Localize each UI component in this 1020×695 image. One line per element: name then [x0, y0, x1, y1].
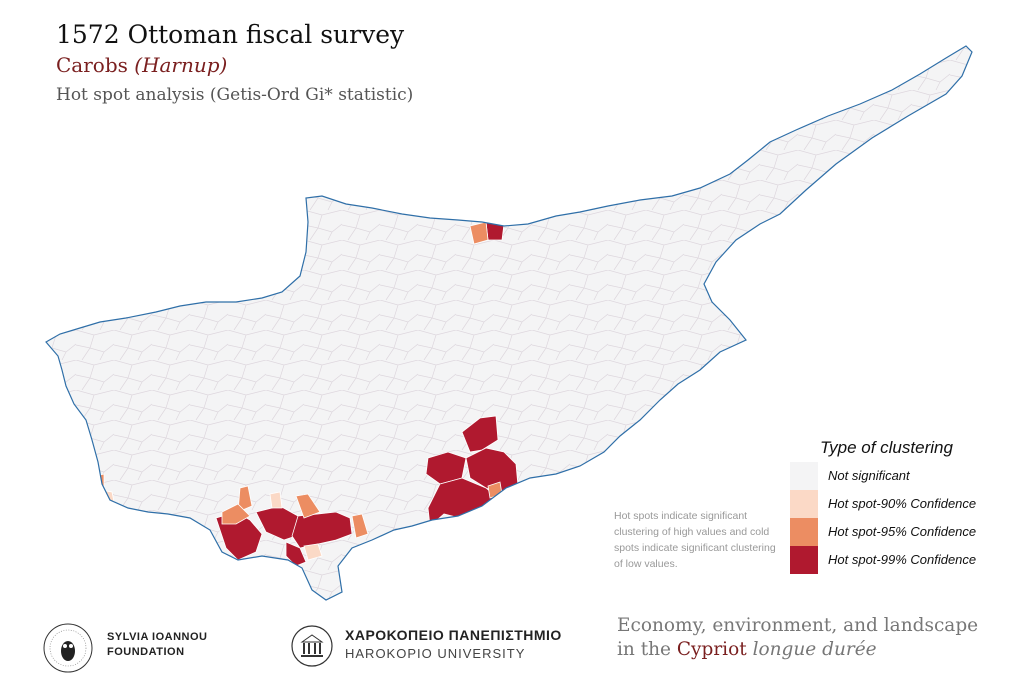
map-subtitle: Carobs (Harnup) [56, 53, 227, 77]
hotspot-95-sw-b [221, 503, 251, 525]
analysis-method: Hot spot analysis (Getis-Ord Gi* statist… [56, 85, 414, 105]
project-line2-accent: Cypriot [676, 639, 747, 660]
university-name-latin: HAROKOPIO UNIVERSITY [345, 646, 526, 661]
project-title-line-1: Economy, environment, and landscape [617, 615, 979, 636]
legend-swatch [790, 490, 818, 518]
hotspots-95 [95, 221, 503, 539]
hotspot-90-sw-a [269, 491, 283, 509]
foundation-name: SYLVIA IOANNOU FOUNDATION [107, 630, 208, 660]
hotspot-99-east-a [461, 415, 499, 453]
hotspot-95-sw-a [237, 485, 253, 513]
foundation-line-2: FOUNDATION [107, 646, 185, 658]
project-line2-suffix: longue durée [746, 639, 877, 660]
legend-label: Not significant [828, 468, 910, 483]
legend-label: Hot spot-90% Confidence [828, 496, 977, 511]
coastline [45, 45, 973, 601]
hotspot-90-sw-b [303, 543, 323, 561]
map-title: 1572 Ottoman fiscal survey [56, 20, 405, 49]
hotspot-note: Hot spots indicate significant clusterin… [614, 510, 776, 570]
legend-swatch [790, 546, 818, 574]
hotspot-95-sw-d [351, 513, 369, 539]
legend-label: Hot spot-95% Confidence [828, 524, 977, 539]
project-line2-prefix: in the [617, 639, 677, 660]
foundation-logo-icon [43, 623, 93, 673]
hotspot-95-sw-c [295, 493, 321, 519]
legend-swatch [790, 462, 818, 490]
legend-label: Hot spot-99% Confidence [828, 552, 977, 567]
hotspot-99-sw-c [291, 511, 353, 549]
university-logo-icon [291, 625, 333, 667]
hotspot-99-sw-d [285, 541, 307, 567]
legend-swatch [790, 518, 818, 546]
subtitle-crop: Carobs [56, 53, 135, 77]
foundation-line-1: SYLVIA IOANNOU [107, 631, 208, 643]
hotspot-95-west [95, 473, 105, 491]
university-name-greek: ΧΑΡΟΚΟΠΕΙΟ ΠΑΝΕΠΙΣΤΗΜΙΟ [345, 627, 562, 643]
subtitle-local-name: (Harnup) [134, 53, 228, 77]
legend-title: Type of clustering [820, 438, 953, 457]
hotspot-95-north [469, 221, 489, 245]
hotspots-99 [215, 221, 519, 567]
project-title-line-2: in the Cypriot longue durée [617, 639, 877, 660]
